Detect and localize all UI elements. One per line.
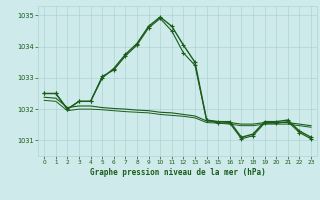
- X-axis label: Graphe pression niveau de la mer (hPa): Graphe pression niveau de la mer (hPa): [90, 168, 266, 177]
